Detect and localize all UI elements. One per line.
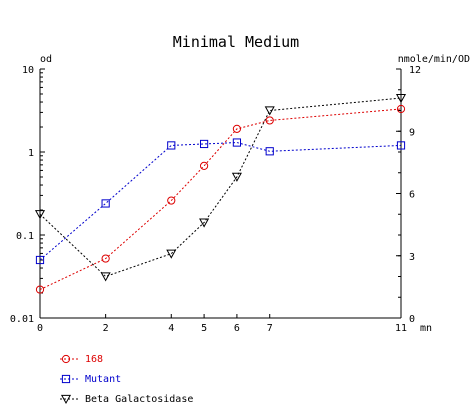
legend: 168 Mutant Beta Galactosidase xyxy=(60,354,193,405)
chart-title: Minimal Medium xyxy=(173,33,299,51)
right-tick-label: 9 xyxy=(409,127,415,138)
data-point-circle xyxy=(396,104,406,114)
x-tick-label: 0 xyxy=(37,323,43,334)
legend-marker-square xyxy=(61,374,71,384)
right-tick-label: 0 xyxy=(409,314,415,325)
data-point-square xyxy=(396,141,406,150)
series-line-triangle-down xyxy=(39,97,402,278)
data-point-square xyxy=(35,255,45,265)
legend-marker-triangle-down xyxy=(60,394,72,405)
data-point-circle xyxy=(101,254,110,263)
x-tick-label: 11 xyxy=(395,323,407,334)
legend-label: 168 xyxy=(85,354,103,365)
left-tick-label: 0.1 xyxy=(16,231,34,242)
data-point-circle xyxy=(199,161,209,171)
left-tick-label: 1 xyxy=(28,148,34,159)
series-lines xyxy=(39,97,402,291)
x-tick-label: 5 xyxy=(201,323,207,334)
left-tick-label: 0.01 xyxy=(10,314,34,325)
right-tick-label: 3 xyxy=(409,252,415,263)
left-axis-label: od xyxy=(40,54,52,65)
x-tick-label: 7 xyxy=(267,323,273,334)
data-point-triangle-down xyxy=(100,272,111,282)
left-tick-label: 10 xyxy=(22,65,34,76)
data-point-triangle-down xyxy=(264,106,275,116)
right-tick-label: 12 xyxy=(409,65,421,76)
legend-label: Mutant xyxy=(85,374,121,385)
series-line-square xyxy=(39,142,402,261)
data-point-square xyxy=(265,147,274,156)
series-markers xyxy=(34,93,407,294)
x-tick-label: 4 xyxy=(168,323,174,334)
data-point-circle xyxy=(167,196,176,205)
axis-ticks: 0 2 4 5 6 7 11 10 1 0.1 0.01 12 9 6 3 0 xyxy=(10,65,421,334)
legend-marker-circle xyxy=(61,354,71,364)
data-point-square xyxy=(199,139,209,149)
data-point-triangle-down xyxy=(34,210,46,220)
data-point-triangle-down xyxy=(199,218,210,228)
x-axis-unit-label: mn xyxy=(420,323,432,334)
data-point-circle xyxy=(35,285,45,294)
data-point-triangle-down xyxy=(395,93,407,104)
data-point-triangle-down xyxy=(166,249,177,259)
legend-label: Beta Galactosidase xyxy=(85,394,193,405)
right-tick-label: 6 xyxy=(409,190,415,201)
data-point-square xyxy=(232,138,242,147)
x-tick-label: 6 xyxy=(234,323,240,334)
right-axis-label: nmole/min/OD xyxy=(398,54,470,65)
series-line-circle xyxy=(39,108,402,291)
data-point-square xyxy=(101,199,110,208)
data-point-circle xyxy=(265,116,274,125)
x-tick-label: 2 xyxy=(103,323,109,334)
data-point-triangle-down xyxy=(231,172,242,182)
data-point-circle xyxy=(232,124,242,133)
data-point-square xyxy=(167,141,176,150)
